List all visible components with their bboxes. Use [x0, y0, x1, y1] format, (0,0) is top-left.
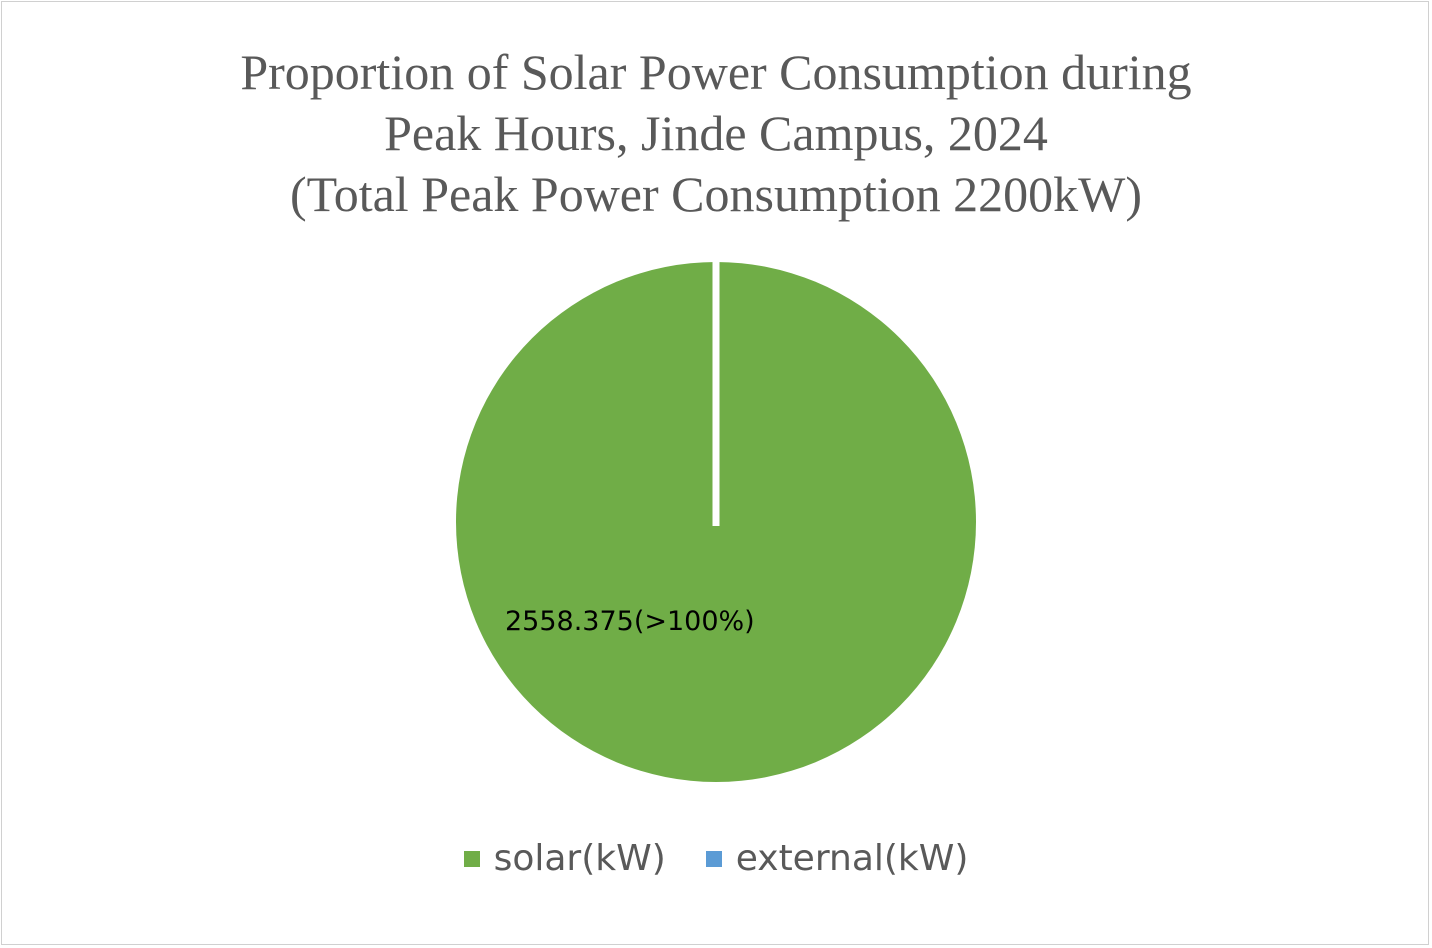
- chart-title: Proportion of Solar Power Consumption du…: [0, 42, 1432, 225]
- legend-label-solar: solar(kW): [493, 838, 666, 879]
- legend: solar(kW) external(kW): [0, 838, 1432, 879]
- legend-swatch-external: [705, 850, 722, 867]
- legend-item-external: external(kW): [705, 838, 969, 879]
- title-line-3: (Total Peak Power Consumption 2200kW): [290, 166, 1142, 222]
- title-line-1: Proportion of Solar Power Consumption du…: [240, 44, 1192, 100]
- data-label-solar: 2558.375(>100%): [505, 606, 755, 637]
- title-line-2: Peak Hours, Jinde Campus, 2024: [384, 105, 1048, 161]
- legend-swatch-solar: [463, 850, 480, 867]
- legend-item-solar: solar(kW): [463, 838, 666, 879]
- legend-label-external: external(kW): [735, 838, 969, 879]
